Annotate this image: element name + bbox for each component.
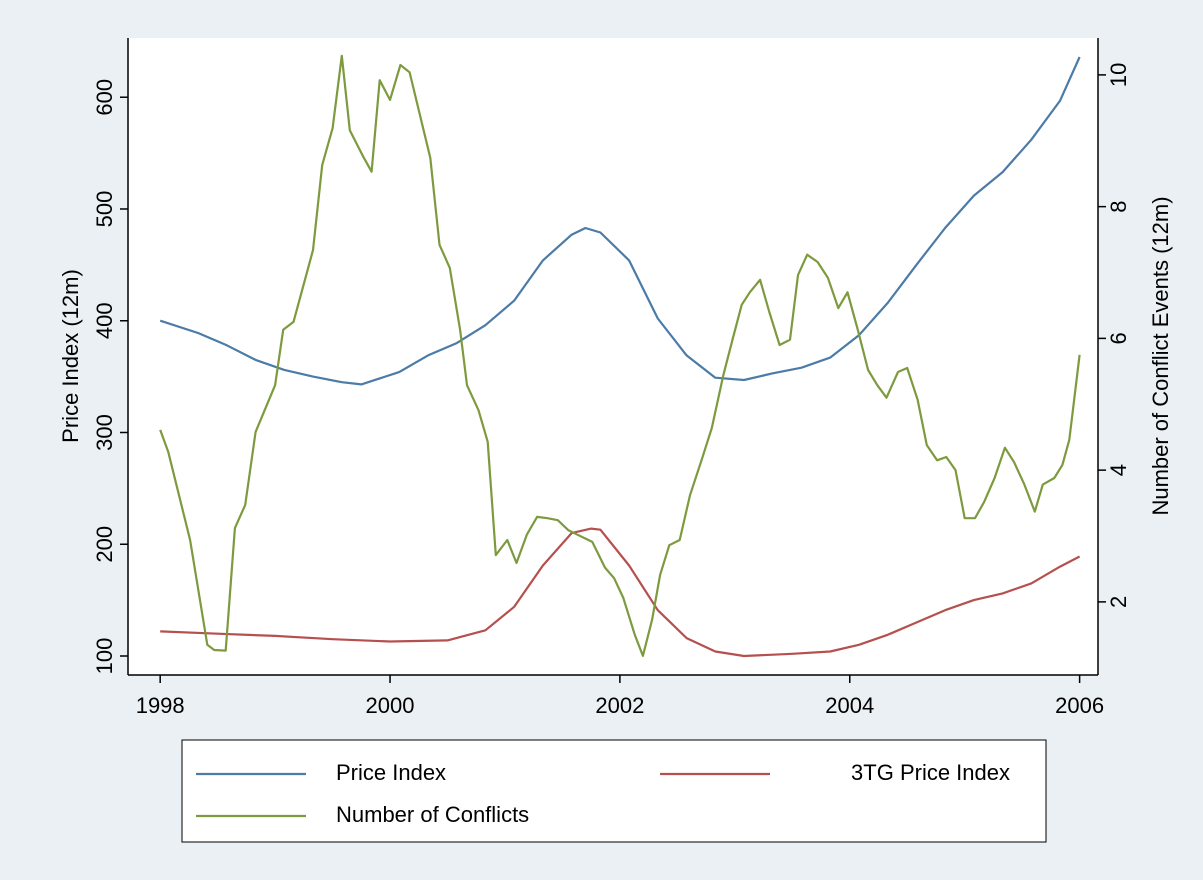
y2-tick-label: 10 xyxy=(1106,63,1131,87)
y-tick-label: 500 xyxy=(92,191,117,228)
y-tick-label: 600 xyxy=(92,79,117,116)
legend-box xyxy=(181,739,1047,843)
plot-area xyxy=(128,38,1098,675)
y2-tick-label: 2 xyxy=(1106,596,1131,608)
y-axis-title: Price Index (12m) xyxy=(58,269,83,443)
x-tick-label: 1998 xyxy=(136,693,185,718)
y2-tick-label: 8 xyxy=(1106,201,1131,213)
series-line xyxy=(159,56,1081,386)
legend-label: Number of Conflicts xyxy=(336,802,529,827)
x-tick-label: 2002 xyxy=(595,693,644,718)
legend-label: Price Index xyxy=(336,760,446,785)
y-tick-label: 200 xyxy=(92,526,117,563)
series-line xyxy=(159,54,1081,657)
y2-axis-title: Number of Conflict Events (12m) xyxy=(1148,196,1173,515)
y-tick-label: 400 xyxy=(92,302,117,339)
series-line xyxy=(160,527,1081,658)
y-tick-label: 100 xyxy=(92,638,117,675)
legend-label: 3TG Price Index xyxy=(851,760,1010,785)
x-tick-label: 2004 xyxy=(825,693,874,718)
x-tick-label: 2006 xyxy=(1055,693,1104,718)
y2-tick-label: 6 xyxy=(1106,332,1131,344)
y-tick-label: 300 xyxy=(92,414,117,451)
y2-tick-label: 4 xyxy=(1106,464,1131,476)
x-tick-label: 2000 xyxy=(366,693,415,718)
